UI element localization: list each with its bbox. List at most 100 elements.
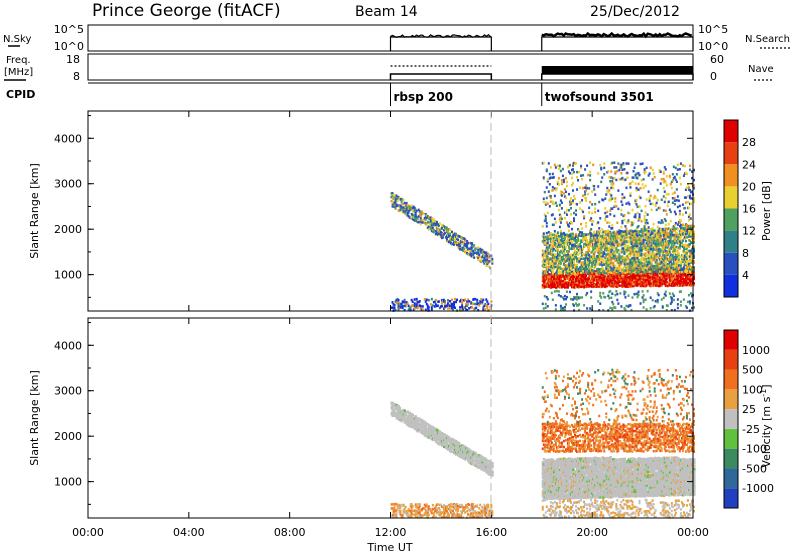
range-gate-cell — [567, 262, 570, 265]
range-gate-cell — [590, 268, 593, 271]
range-gate-cell — [590, 255, 593, 259]
range-gate-cell — [598, 227, 601, 230]
range-gate-cell — [397, 204, 400, 207]
range-gate-cell — [573, 283, 576, 286]
range-gate-cell — [601, 235, 604, 238]
range-gate-cell — [681, 256, 684, 260]
range-gate-cell — [665, 227, 668, 231]
range-gate-cell — [658, 234, 661, 237]
range-gate-cell — [617, 207, 620, 211]
range-gate-cell — [632, 236, 635, 240]
range-gate-cell — [580, 282, 583, 286]
range-gate-cell — [641, 228, 644, 231]
range-gate-cell — [688, 229, 691, 233]
range-gate-cell — [611, 234, 614, 238]
range-gate-cell — [468, 300, 471, 303]
range-gate-cell — [417, 208, 420, 212]
range-gate-cell — [592, 273, 595, 276]
range-gate-cell — [629, 229, 632, 233]
range-gate-cell — [570, 227, 573, 231]
range-gate-cell — [688, 302, 691, 305]
range-gate-cell — [693, 245, 695, 248]
range-gate-cell — [461, 306, 464, 309]
range-gate-cell — [653, 195, 656, 198]
range-gate-cell — [466, 243, 469, 247]
range-gate-cell — [689, 259, 692, 263]
range-gate-cell — [572, 261, 574, 265]
range-gate-cell — [649, 275, 652, 279]
range-gate-cell — [559, 221, 562, 224]
range-gate-cell — [546, 279, 549, 283]
range-gate-cell — [462, 444, 465, 448]
range-gate-cell — [640, 284, 643, 288]
range-gate-cell — [584, 273, 587, 276]
range-gate-cell — [593, 266, 596, 270]
range-gate-cell — [424, 421, 428, 425]
range-gate-cell — [662, 241, 665, 244]
range-gate-cell — [549, 286, 552, 289]
range-gate-cell — [646, 289, 649, 293]
range-gate-cell — [543, 242, 546, 245]
range-gate-cell — [485, 458, 488, 462]
range-gate-cell — [576, 239, 579, 243]
range-gate-cell — [570, 255, 573, 259]
range-gate-cell — [472, 249, 475, 253]
range-gate-cell — [649, 166, 652, 169]
range-gate-cell — [649, 267, 652, 271]
range-gate-cell — [636, 176, 639, 180]
range-gate-cell — [456, 243, 459, 247]
range-gate-cell — [576, 175, 579, 179]
range-gate-cell — [589, 234, 592, 238]
range-gate-cell — [543, 284, 546, 288]
range-gate-cell — [673, 275, 676, 279]
range-gate-cell — [444, 236, 447, 239]
range-gate-cell — [601, 283, 604, 286]
range-gate-cell — [456, 241, 459, 245]
range-gate-cell — [589, 200, 592, 204]
range-gate-cell — [581, 275, 584, 278]
range-gate-cell — [401, 305, 404, 308]
range-gate-cell — [665, 175, 668, 178]
range-gate-cell — [688, 280, 691, 283]
range-gate-cell — [403, 417, 407, 421]
range-gate-cell — [670, 275, 673, 278]
range-gate-cell — [406, 302, 409, 305]
range-gate-cell — [473, 297, 476, 301]
range-gate-cell — [592, 261, 595, 264]
range-gate-cell — [619, 278, 622, 282]
range-gate-cell — [657, 262, 660, 265]
range-gate-cell — [656, 266, 659, 270]
range-gate-cell — [664, 230, 667, 233]
range-gate-cell — [593, 282, 596, 286]
range-gate-cell — [681, 275, 684, 278]
range-gate-cell — [600, 235, 603, 238]
range-gate-cell — [675, 260, 678, 263]
range-gate-cell — [576, 298, 579, 301]
range-gate-cell — [404, 420, 408, 423]
range-gate-cell — [542, 236, 545, 239]
range-gate-cell — [570, 259, 573, 263]
range-gate-cell — [588, 262, 591, 266]
range-gate-cell — [593, 252, 596, 256]
range-gate-cell — [681, 233, 684, 236]
range-gate-cell — [663, 227, 666, 230]
range-gate-cell — [557, 208, 560, 212]
range-gate-cell — [579, 247, 582, 250]
range-gate-cell — [561, 251, 564, 255]
range-gate-cell — [651, 178, 654, 181]
range-gate-cell — [414, 305, 417, 308]
range-gate-cell — [579, 251, 582, 255]
range-gate-cell — [560, 281, 563, 285]
range-gate-cell — [586, 261, 589, 265]
range-gate-cell — [443, 226, 446, 229]
range-gate-cell — [563, 195, 566, 198]
range-gate-cell — [406, 203, 409, 207]
range-gate-cell — [453, 306, 456, 309]
range-gate-cell — [655, 248, 658, 251]
range-gate-cell — [620, 238, 623, 242]
range-gate-cell — [635, 227, 638, 231]
range-gate-cell — [575, 209, 578, 212]
range-gate-cell — [642, 235, 645, 238]
range-gate-cell — [685, 223, 688, 227]
range-gate-cell — [438, 440, 442, 444]
